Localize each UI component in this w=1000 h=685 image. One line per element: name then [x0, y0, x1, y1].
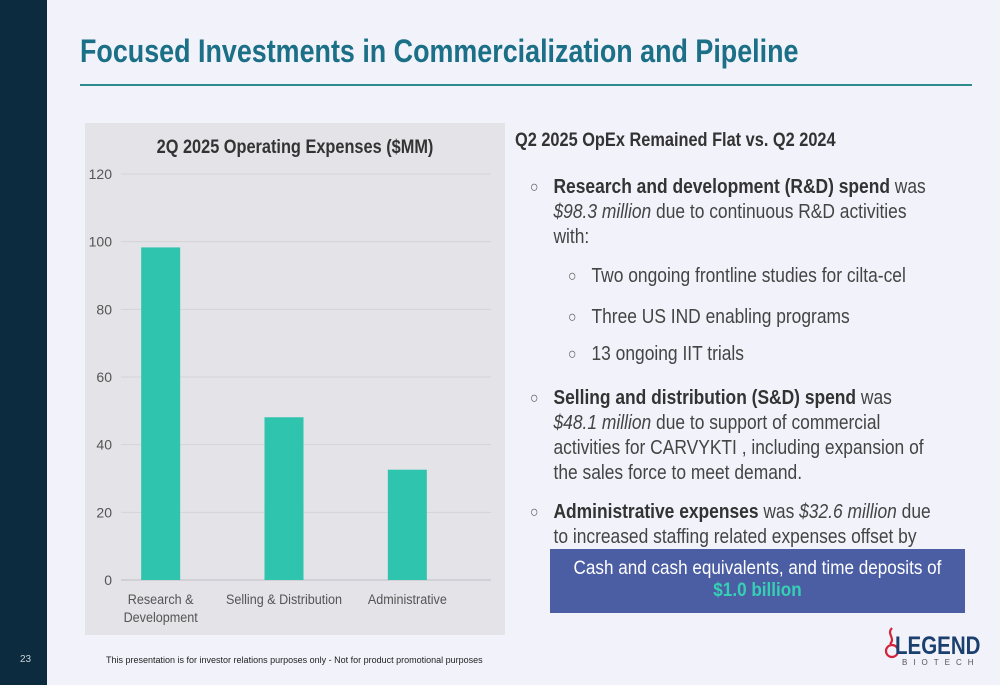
bullet-mark: ○: [530, 179, 539, 196]
admin-amount: $32.6 million: [799, 501, 897, 523]
x-tick-label: Research &: [128, 591, 194, 607]
chart-title: 2Q 2025 Operating Expenses ($MM): [157, 136, 434, 157]
opex-chart-panel: 2Q 2025 Operating Expenses ($MM) 0 20 40 60 8…: [85, 123, 505, 635]
sub-bullet-iit: ○ 13 ongoing IIT trials: [568, 343, 744, 365]
y-tick-label: 40: [96, 437, 112, 453]
cash-callout-box: Cash and cash equivalents, and time depo…: [550, 549, 965, 613]
y-tick-label: 80: [96, 301, 112, 317]
sub-bullet-frontline: ○ Two ongoing frontline studies for cilt…: [568, 265, 906, 287]
sd-amount: $48.1 million: [553, 412, 652, 434]
x-tick-label: Selling & Distribution: [226, 591, 342, 607]
footer-disclaimer: This presentation is for investor relati…: [106, 655, 483, 665]
legend-logo-icon: [884, 627, 900, 659]
title-divider: [80, 84, 972, 86]
cash-callout-amount: $1.0 billion: [713, 580, 802, 601]
slide-title: Focused Investments in Commercialization…: [80, 33, 799, 69]
sub-bullet-ind: ○ Three US IND enabling programs: [568, 306, 850, 328]
opex-subheading: Q2 2025 OpEx Remained Flat vs. Q2 2024: [515, 130, 836, 151]
cash-callout-text: Cash and cash equivalents, and time depo…: [573, 558, 942, 579]
sd-bold: Selling and distribution (S&D) spend: [553, 387, 857, 409]
bullet-rd: ○ Research and development (R&D) spend w…: [530, 176, 926, 248]
bar: [387, 469, 427, 580]
y-tick-label: 20: [96, 504, 112, 520]
y-tick-label: 60: [96, 369, 112, 385]
y-tick-label: 120: [89, 166, 113, 182]
legend-biotech-logo: LEGEND BIOTECH: [884, 622, 980, 670]
left-sidebar-band: [0, 0, 47, 685]
logo-wordmark: LEGEND: [895, 632, 981, 660]
y-tick-label: 0: [104, 572, 112, 588]
bar: [264, 417, 304, 580]
bar: [141, 247, 181, 580]
logo-subtext: BIOTECH: [902, 658, 980, 667]
rd-amount: $98.3 million: [553, 201, 652, 223]
y-tick-label: 100: [89, 234, 113, 250]
opex-bar-chart: 2Q 2025 Operating Expenses ($MM) 0 20 40 60 8…: [89, 136, 491, 625]
page-number: 23: [20, 654, 32, 665]
bullet-sd: ○ Selling and distribution (S&D) spend w…: [530, 387, 924, 484]
x-tick-label: Administrative: [368, 591, 447, 607]
x-tick-label: Development: [124, 609, 198, 625]
rd-bold: Research and development (R&D) spend: [553, 176, 890, 198]
opex-bullet-list: ○ Research and development (R&D) spend w…: [530, 175, 1000, 575]
admin-bold: Administrative expenses: [553, 501, 759, 523]
